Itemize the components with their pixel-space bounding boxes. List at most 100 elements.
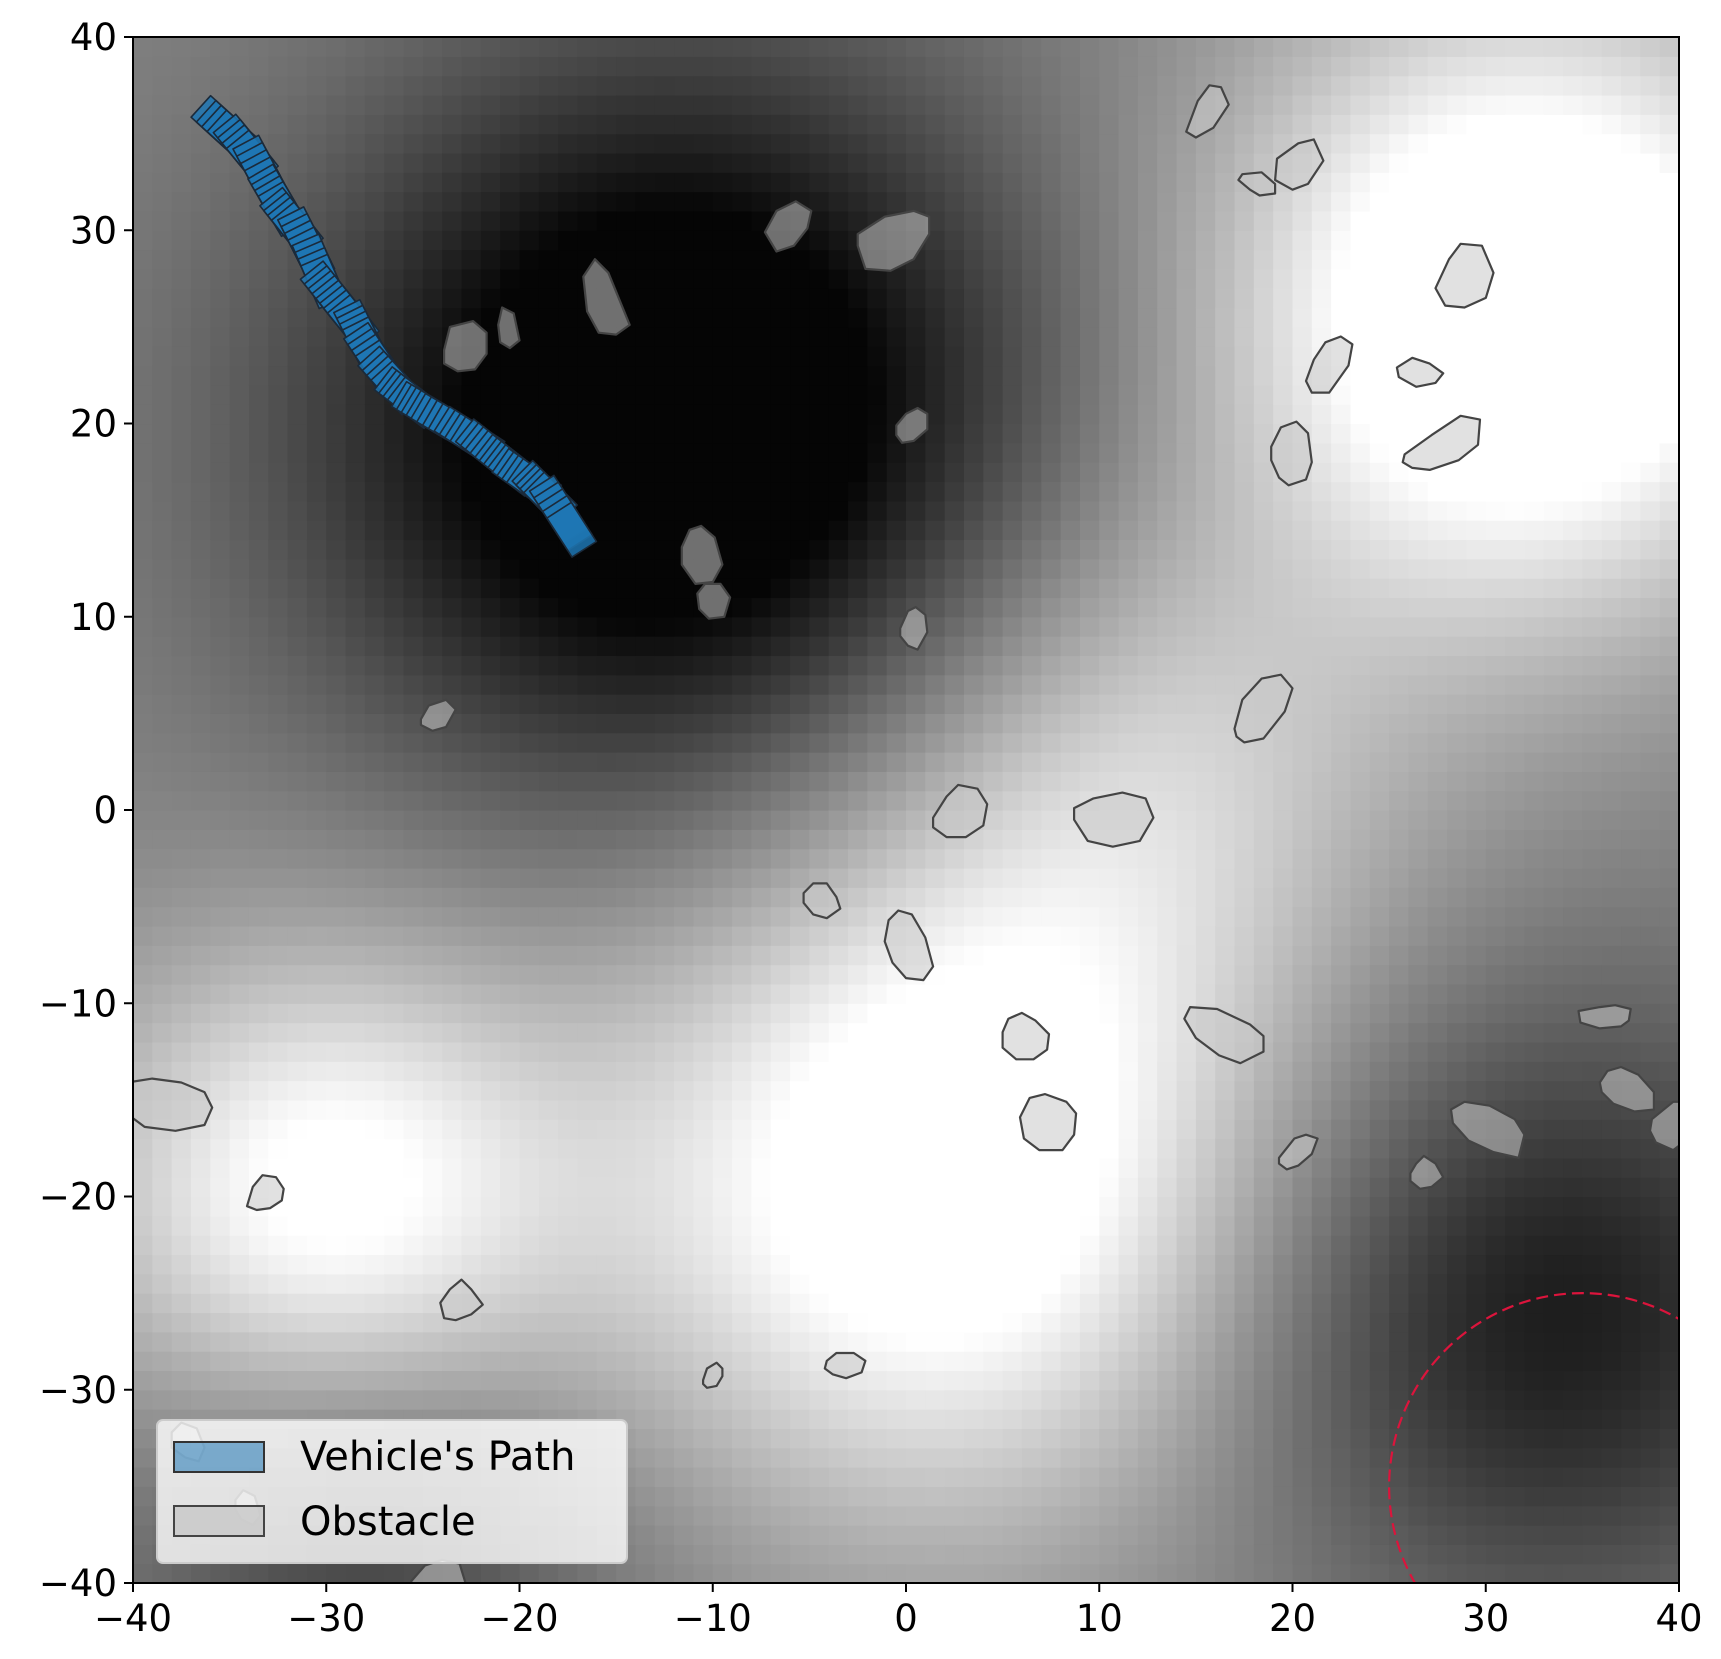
heatmap-cell: [867, 442, 888, 463]
heatmap-cell: [886, 1041, 907, 1062]
heatmap-cell: [944, 964, 965, 985]
heatmap-cell: [1137, 288, 1158, 309]
heatmap-cell: [983, 365, 1004, 386]
heatmap-cell: [519, 867, 540, 888]
heatmap-cell: [770, 500, 791, 521]
heatmap-cell: [287, 94, 308, 115]
heatmap-cell: [345, 925, 366, 946]
heatmap-cell: [558, 616, 579, 637]
heatmap-cell: [906, 288, 926, 309]
heatmap-cell: [828, 152, 849, 173]
heatmap-cell: [674, 810, 695, 830]
heatmap-cell: [287, 1196, 308, 1217]
heatmap-cell: [558, 771, 579, 792]
heatmap-cell: [345, 945, 366, 966]
heatmap-cell: [287, 732, 308, 753]
heatmap-cell: [364, 481, 385, 502]
heatmap-cell: [422, 848, 443, 869]
heatmap-cell: [983, 636, 1004, 657]
heatmap-cell: [133, 694, 153, 714]
heatmap-cell: [1137, 1370, 1158, 1391]
heatmap-cell: [1176, 346, 1197, 367]
heatmap-cell: [906, 481, 926, 502]
heatmap-cell: [480, 887, 501, 908]
heatmap-cell: [1079, 1486, 1100, 1507]
heatmap-cell: [712, 133, 733, 154]
heatmap-cell: [1311, 1505, 1332, 1526]
heatmap-cell: [1060, 1293, 1081, 1314]
heatmap-cell: [133, 249, 153, 270]
heatmap-cell: [500, 1254, 521, 1275]
heatmap-cell: [152, 404, 173, 425]
heatmap-cell: [326, 713, 347, 734]
heatmap-cell: [693, 210, 714, 231]
heatmap-cell: [1195, 268, 1216, 289]
heatmap-cell: [248, 810, 269, 830]
heatmap-cell: [809, 578, 830, 599]
heatmap-cell: [848, 1254, 868, 1275]
heatmap-cell: [693, 1525, 714, 1545]
heatmap-cell: [809, 307, 830, 328]
heatmap-cell: [732, 442, 753, 463]
heatmap-cell: [654, 964, 675, 985]
heatmap-cell: [210, 945, 231, 966]
heatmap-cell: [1099, 1138, 1120, 1159]
heatmap-cell: [1099, 230, 1120, 251]
heatmap-cell: [229, 1389, 250, 1410]
heatmap-cell: [500, 1312, 521, 1333]
heatmap-cell: [1099, 616, 1120, 637]
heatmap-cell: [1099, 462, 1120, 483]
heatmap-cell: [1311, 655, 1332, 676]
heatmap-cell: [635, 1177, 656, 1198]
heatmap-cell: [1176, 210, 1197, 231]
heatmap-cell: [944, 1505, 965, 1526]
heatmap-cell: [538, 1370, 559, 1391]
heatmap-cell: [229, 191, 250, 212]
heatmap-cell: [654, 210, 675, 231]
heatmap-cell: [751, 172, 772, 193]
heatmap-cell: [635, 172, 656, 193]
heatmap-cell: [538, 75, 559, 96]
heatmap-cell: [1195, 1196, 1216, 1217]
heatmap-cell: [751, 790, 772, 811]
heatmap-cell: [1176, 848, 1197, 869]
heatmap-cell: [152, 172, 173, 193]
heatmap-cell: [1292, 210, 1313, 231]
heatmap-cell: [152, 539, 173, 560]
heatmap-cell: [1331, 887, 1352, 908]
heatmap-cell: [1002, 94, 1023, 115]
heatmap-cell: [558, 191, 579, 212]
heatmap-cell: [152, 906, 173, 927]
heatmap-cell: [1079, 404, 1100, 425]
heatmap-cell: [171, 558, 192, 579]
heatmap-cell: [268, 925, 289, 946]
heatmap-cell: [596, 1061, 617, 1082]
heatmap-cell: [1099, 1061, 1120, 1082]
heatmap-cell: [1157, 56, 1178, 77]
heatmap-cell: [306, 307, 327, 328]
heatmap-cell: [1137, 732, 1158, 753]
heatmap-cell: [210, 674, 231, 695]
heatmap-cell: [867, 983, 888, 1004]
heatmap-cell: [732, 1254, 753, 1275]
heatmap-cell: [577, 636, 598, 657]
heatmap-cell: [1195, 1331, 1216, 1352]
heatmap-cell: [345, 133, 366, 154]
heatmap-cell: [867, 829, 888, 850]
heatmap-cell: [133, 1428, 153, 1449]
heatmap-cell: [1331, 1331, 1352, 1352]
heatmap-cell: [906, 1505, 926, 1526]
heatmap-cell: [461, 810, 482, 830]
heatmap-cell: [345, 829, 366, 850]
heatmap-cell: [1234, 423, 1255, 444]
heatmap-cell: [538, 810, 559, 830]
heatmap-cell: [867, 365, 888, 386]
heatmap-cell: [1118, 558, 1139, 579]
heatmap-cell: [925, 210, 946, 231]
heatmap-cell: [403, 1351, 424, 1372]
heatmap-cell: [732, 1003, 753, 1024]
heatmap-cell: [538, 829, 559, 850]
heatmap-cell: [1273, 539, 1294, 560]
heatmap-cell: [674, 1003, 695, 1024]
heatmap-cell: [1118, 288, 1139, 309]
